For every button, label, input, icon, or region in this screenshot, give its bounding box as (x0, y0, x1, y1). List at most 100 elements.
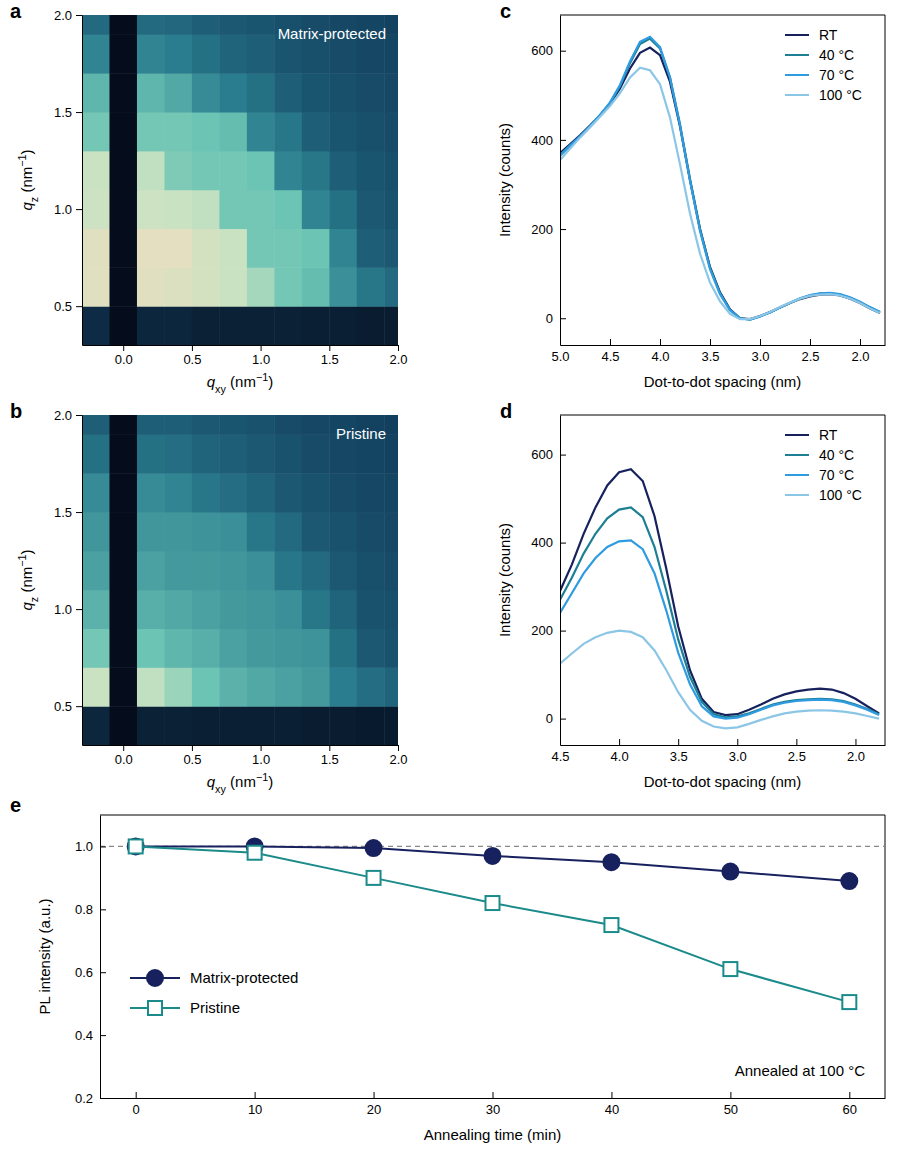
heatmap-cell (247, 229, 275, 268)
tick-label: 0 (546, 711, 553, 726)
heatmap-cell (329, 151, 357, 190)
tick-mark (76, 209, 82, 210)
y-axis-title: Intensity (counts) (496, 123, 513, 237)
tick-mark (560, 229, 566, 230)
heatmap-cell (384, 667, 398, 706)
tick: 1.0 (252, 345, 270, 367)
heatmap-cell (357, 667, 385, 706)
heatmap-cell (302, 112, 330, 151)
heatmap-cell (164, 151, 192, 190)
tick: 3.0 (729, 739, 747, 764)
heatmap-cell (274, 590, 302, 629)
legend-label: 40 °C (819, 447, 854, 463)
legend-item: RT (785, 427, 838, 443)
panel-d: d4.54.03.53.02.52.00200400600Dot-to-dot … (496, 400, 886, 790)
tick-mark (619, 739, 620, 745)
heatmap-cell (109, 667, 137, 706)
marker (842, 995, 856, 1009)
tick-label: 0.8 (75, 902, 93, 917)
tick-label: 0.6 (75, 965, 93, 980)
label-part: (nm (18, 567, 35, 597)
heatmap-cell (109, 551, 137, 590)
heatmap-cell (274, 112, 302, 151)
y-axis: 0.20.40.60.81.0 (75, 816, 106, 1106)
heatmap-cell (137, 267, 165, 306)
tick-label: 4.5 (601, 349, 619, 364)
tick-mark (76, 306, 82, 307)
heatmap-cell (219, 34, 247, 73)
heatmap-cell (384, 267, 398, 306)
tick-label: 200 (531, 623, 553, 638)
legend-label: 100 °C (819, 487, 862, 503)
heatmap-cell (357, 512, 385, 551)
tick-mark (100, 846, 106, 847)
heatmap-cell (82, 15, 110, 35)
tick-label: 4.0 (611, 749, 629, 764)
tick: 1.5 (321, 745, 339, 767)
plot-lines (560, 469, 879, 728)
heatmap-cell (109, 34, 137, 73)
heatmap-cell (137, 112, 165, 151)
tick-label: 600 (531, 43, 553, 58)
panel-letter: e (10, 794, 21, 816)
tick: 0.6 (75, 965, 106, 980)
marker (486, 896, 500, 910)
heatmap-cell (274, 706, 302, 745)
tick-mark (560, 318, 566, 319)
x-axis-title: Annealing time (min) (424, 1126, 562, 1143)
heatmap-cell (164, 551, 192, 590)
heatmap-cell (247, 306, 275, 345)
y-axis: 0.51.01.52.0 (54, 8, 83, 346)
x-axis: 4.54.03.53.02.52.0 (551, 739, 885, 764)
heatmap-cell (164, 590, 192, 629)
heatmap-cell (137, 415, 165, 435)
heatmap-cell (219, 512, 247, 551)
legend-swatch (785, 34, 809, 36)
heatmap-cell (164, 306, 192, 345)
panel-b: b0.00.51.01.52.00.51.01.52.0qxy (nm−1)qz… (10, 400, 408, 795)
heatmap-cell (82, 667, 110, 706)
heatmap-cell (109, 306, 137, 345)
heatmap-cell (109, 112, 137, 151)
marker (841, 873, 857, 889)
heatmap-cell (137, 667, 165, 706)
heatmap-cell (219, 151, 247, 190)
x-axis-line (101, 1098, 886, 1099)
tick-mark (100, 1035, 106, 1036)
heatmap-cell (384, 512, 398, 551)
heatmap-cell (164, 267, 192, 306)
tick-mark (374, 1092, 375, 1098)
heatmap-cell (384, 706, 398, 745)
y-axis: 0.51.01.52.0 (54, 408, 83, 746)
tick: 200 (531, 623, 566, 638)
heatmap-cell (302, 667, 330, 706)
tick-mark (796, 739, 797, 745)
figure: a0.00.51.01.52.00.51.01.52.0qxy (nm−1)qz… (0, 0, 899, 1165)
tick-mark (329, 345, 330, 351)
tick-label: 0 (133, 1102, 140, 1117)
legend-label: 40 °C (819, 47, 854, 63)
legend-item: 40 °C (785, 447, 854, 463)
heatmap-cells (82, 15, 398, 345)
heatmap-cell (192, 551, 220, 590)
legend-item: 100 °C (785, 87, 862, 103)
heatmap-cell (137, 629, 165, 668)
tick-mark (710, 339, 711, 345)
tick-label: 400 (531, 133, 553, 148)
tick-label: 30 (486, 1102, 500, 1117)
legend-item: 70 °C (785, 67, 854, 83)
heatmap-cell (384, 15, 398, 35)
heatmap-cell (192, 73, 220, 112)
heatmap-cell (384, 590, 398, 629)
heatmap-cell (219, 415, 247, 435)
legend-swatch (785, 454, 809, 456)
heatmap-cell (109, 473, 137, 512)
heatmap-cell (137, 512, 165, 551)
series-line (560, 68, 880, 320)
heatmap-cell (109, 434, 137, 473)
heatmap-cell (329, 629, 357, 668)
heatmap-cell (384, 190, 398, 229)
tick-mark (100, 972, 106, 973)
tick-label: 1.5 (321, 752, 339, 767)
label-part: −1 (16, 154, 28, 166)
